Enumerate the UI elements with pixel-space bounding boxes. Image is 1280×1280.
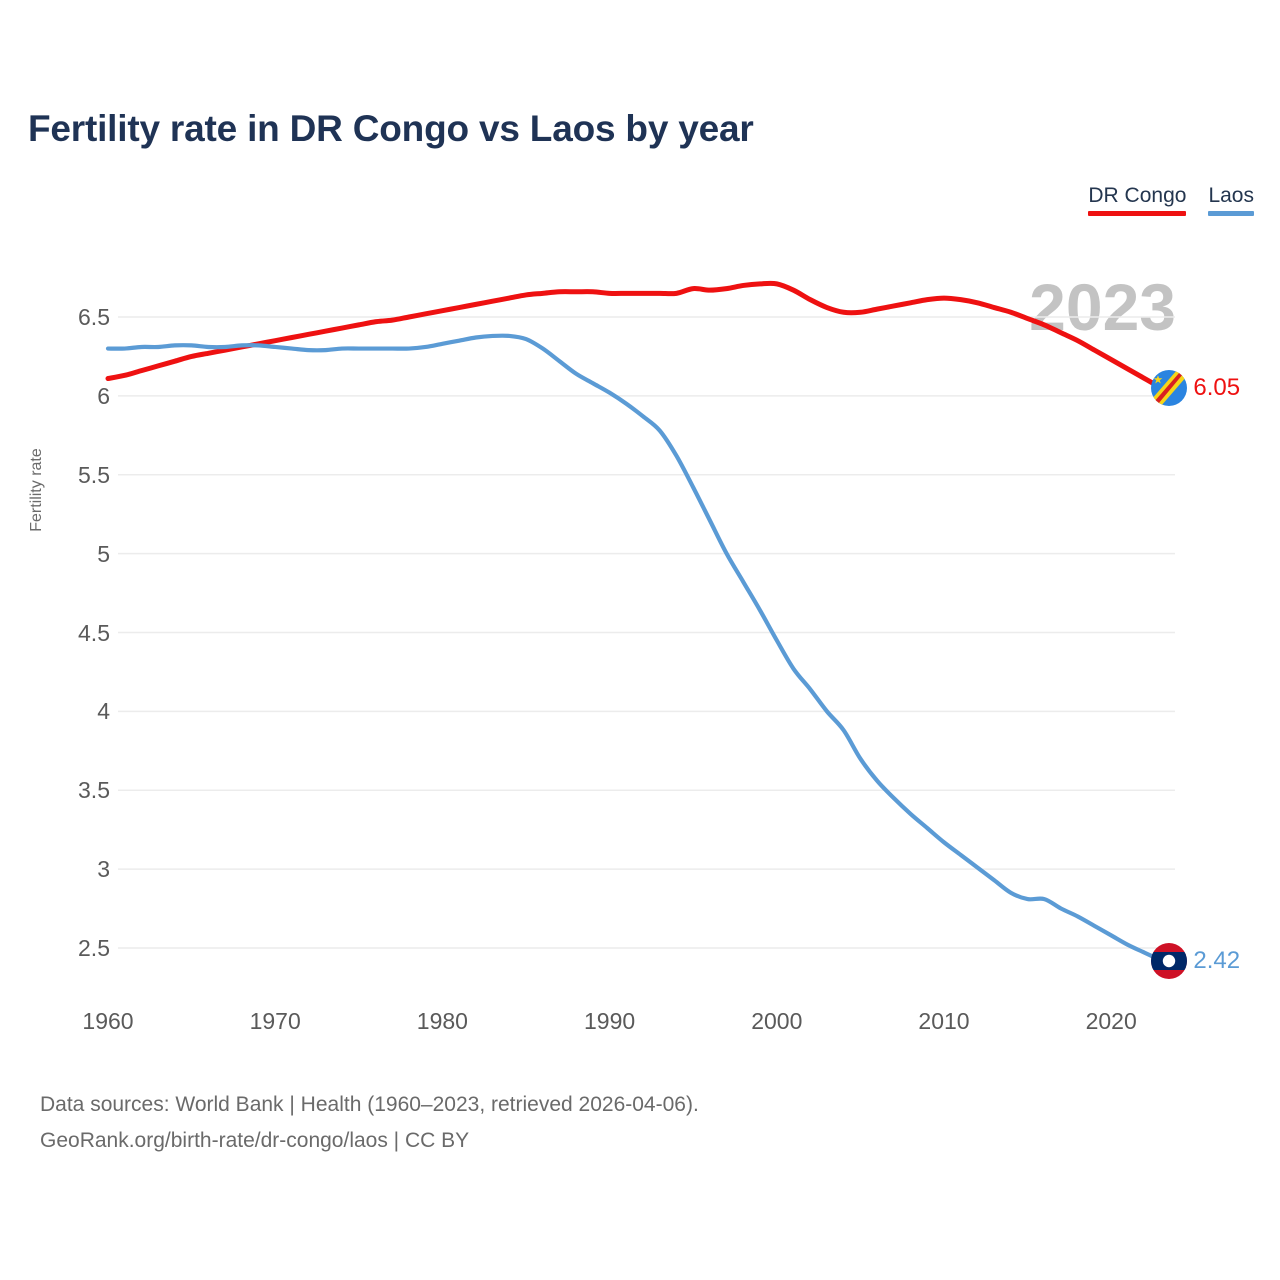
x-tick-label: 1970 [249, 1008, 301, 1034]
legend-color-swatch-laos [1208, 211, 1254, 216]
x-tick-label: 2000 [751, 1008, 803, 1034]
x-tick-label: 2020 [1085, 1008, 1137, 1034]
legend-color-swatch-dr-congo [1088, 211, 1187, 216]
x-tick-label: 1960 [82, 1008, 134, 1034]
y-tick-label: 5.5 [78, 461, 110, 488]
y-tick-label: 5 [97, 540, 110, 567]
y-tick-label: 3.5 [78, 777, 110, 804]
y-tick-label: 2.5 [78, 935, 110, 961]
page-title: Fertility rate in DR Congo vs Laos by ye… [28, 108, 754, 149]
x-tick-label: 2010 [918, 1008, 970, 1034]
end-value-laos: 2.42 [1193, 946, 1241, 974]
chart-legend: DR Congo Laos [1088, 183, 1254, 216]
y-tick-label: 6.5 [78, 304, 110, 330]
laos-flag-icon [1151, 942, 1188, 979]
legend-item-laos[interactable]: Laos [1208, 183, 1254, 216]
legend-label-dr-congo: DR Congo [1088, 184, 1187, 207]
footer-line-2: GeoRank.org/birth-rate/dr-congo/laos | C… [40, 1129, 470, 1152]
legend-item-dr-congo[interactable]: DR Congo [1088, 183, 1187, 216]
x-tick-label: 1990 [584, 1008, 636, 1034]
legend-label-laos: Laos [1208, 184, 1254, 207]
x-tick-label: 1980 [416, 1008, 468, 1034]
dr-congo-flag-icon [1151, 369, 1188, 406]
y-tick-label: 6 [97, 382, 110, 409]
footer-line-1: Data sources: World Bank | Health (1960–… [40, 1093, 699, 1116]
y-tick-label: 3 [97, 856, 110, 883]
footer-attribution: Data sources: World Bank | Health (1960–… [40, 1087, 699, 1159]
end-value-dr-congo: 6.05 [1193, 373, 1241, 401]
y-tick-label: 4 [97, 698, 110, 725]
series-line-dr-congo [105, 280, 1164, 391]
series-line-laos [105, 333, 1164, 963]
y-tick-label: 4.5 [78, 619, 110, 646]
